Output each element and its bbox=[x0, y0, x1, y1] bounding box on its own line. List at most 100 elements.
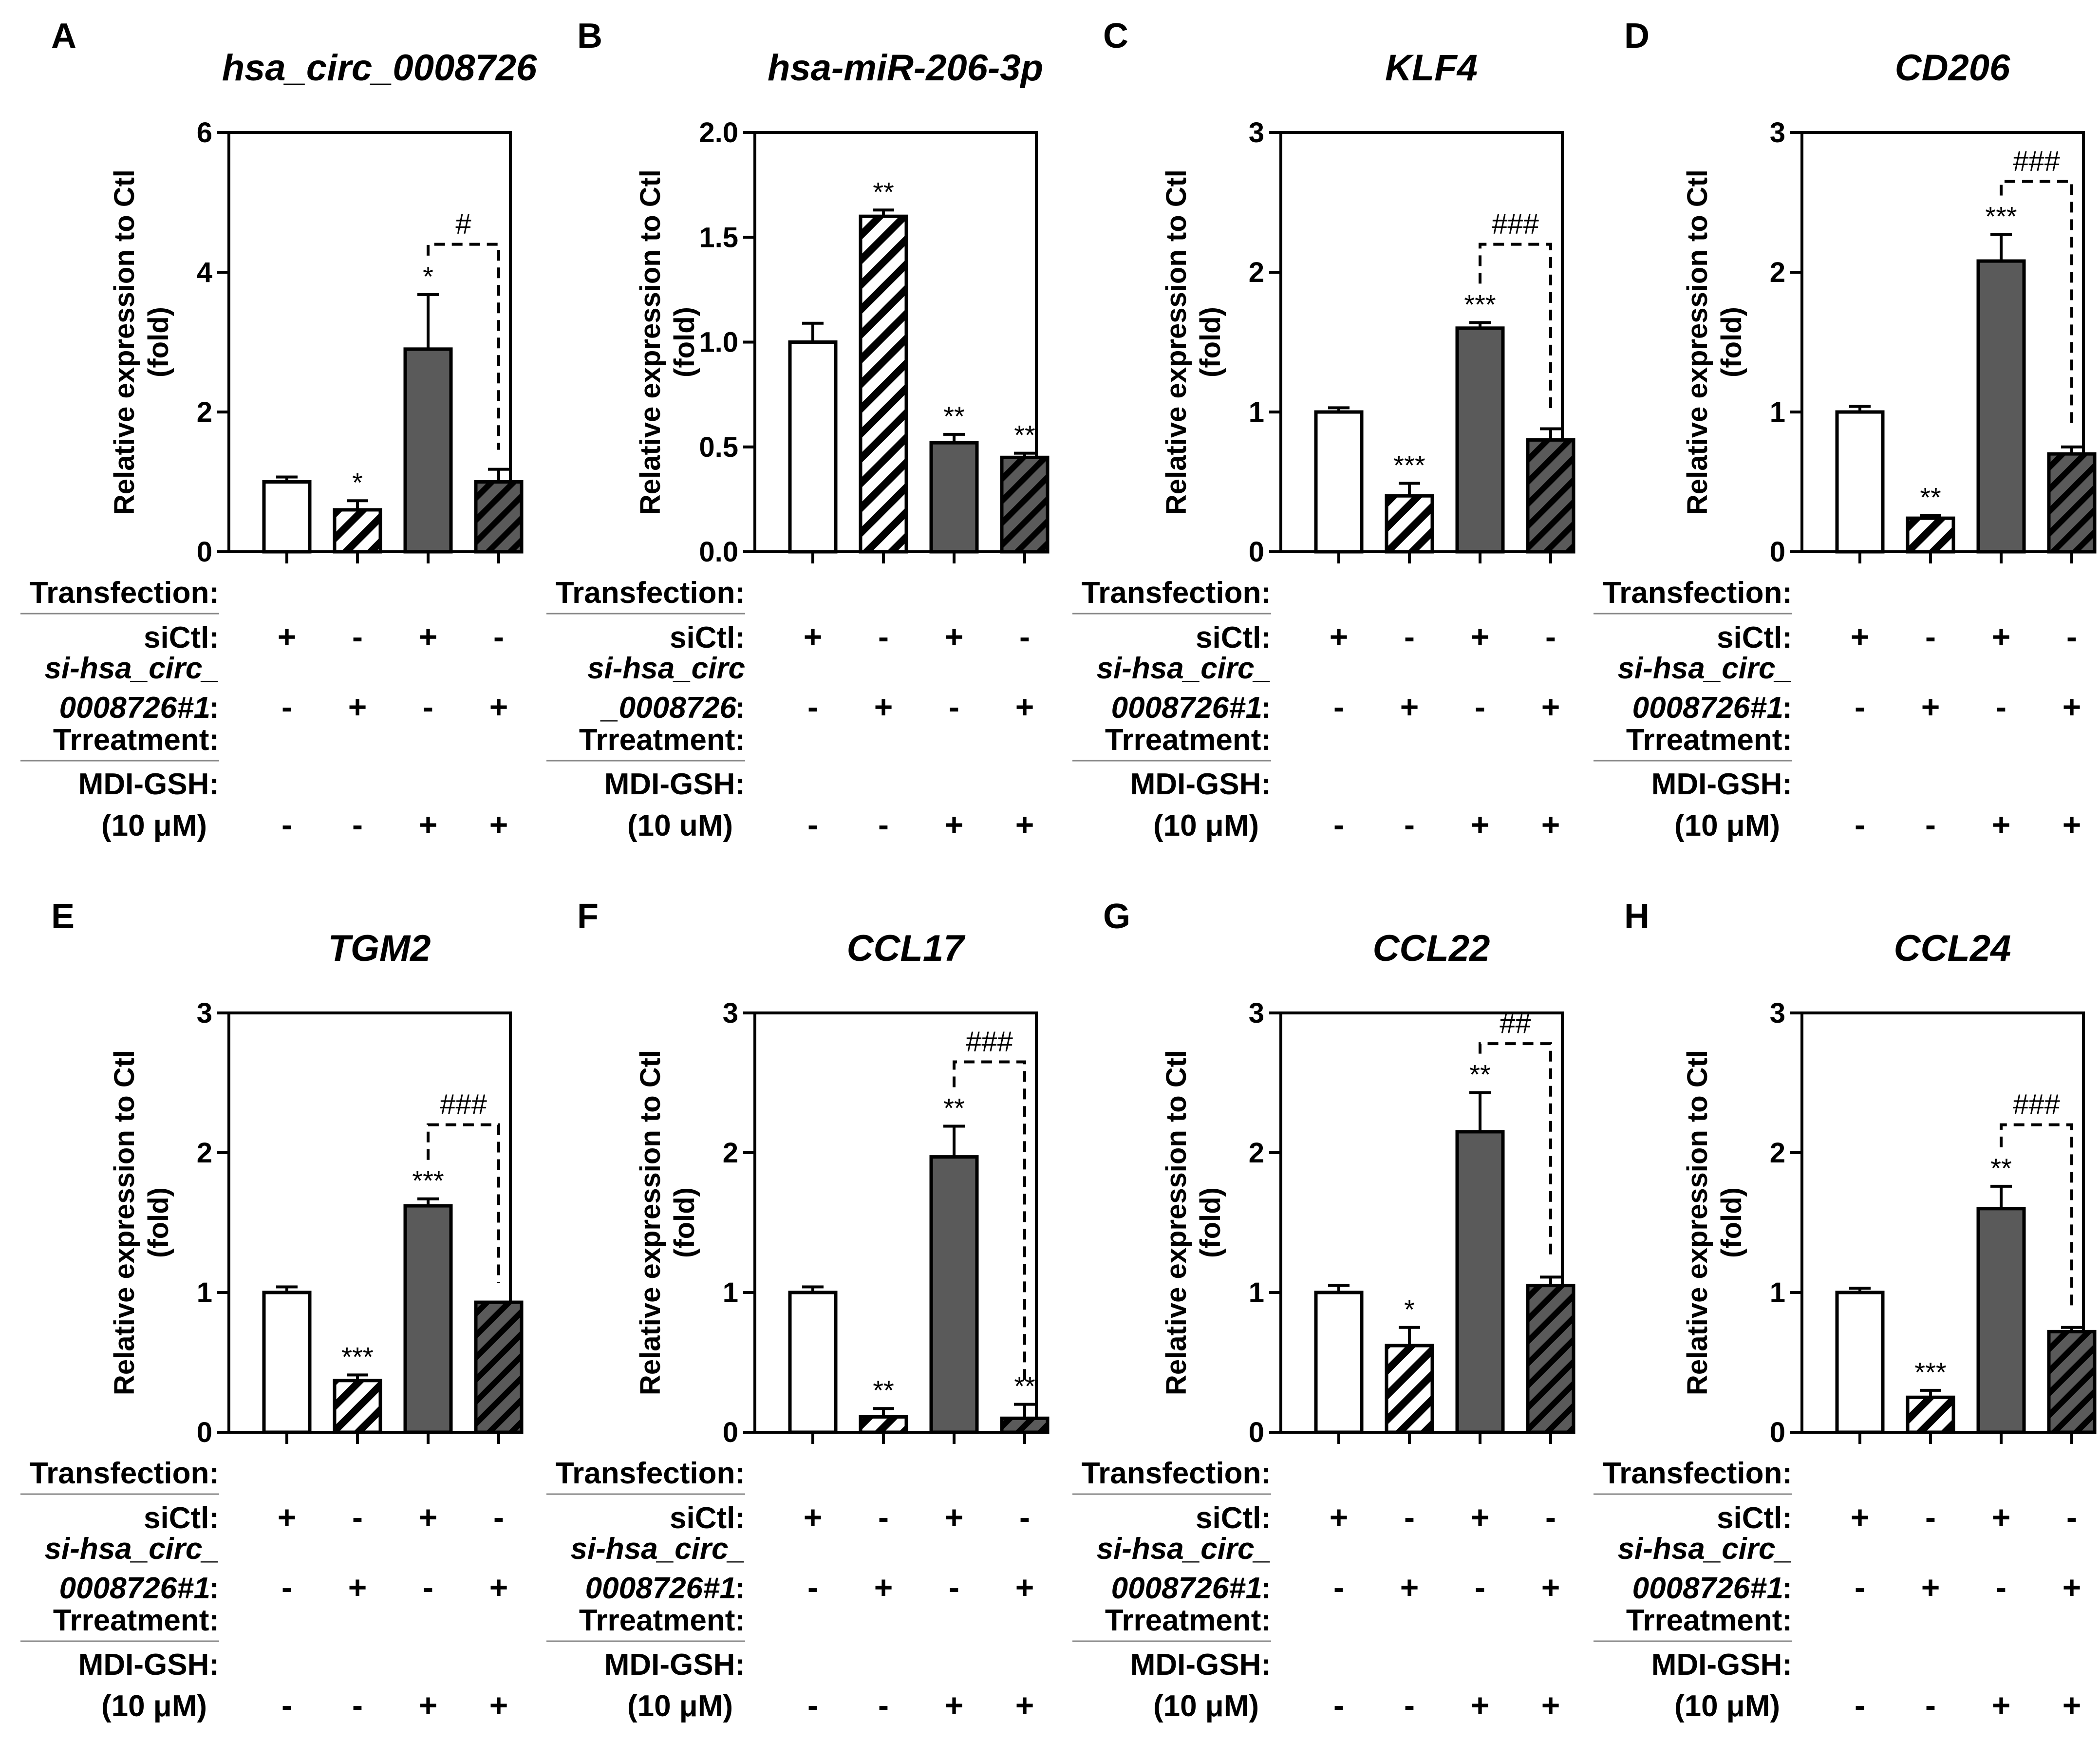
y-tick-label: 0 bbox=[1770, 1417, 1785, 1448]
y-tick-label: 1 bbox=[197, 1277, 212, 1309]
table-mark: + bbox=[1015, 806, 1034, 843]
table-sictl-label: siCtl: bbox=[670, 1501, 745, 1535]
panel-letter: G bbox=[1103, 897, 1130, 936]
chart-title: KLF4 bbox=[1385, 47, 1478, 89]
bar bbox=[929, 1155, 979, 1434]
bar bbox=[333, 508, 382, 554]
table-mark: + bbox=[1541, 689, 1560, 725]
table-sirna-colon: : bbox=[735, 1572, 745, 1605]
table-dose-label: (10 μM) bbox=[101, 1689, 207, 1723]
bar bbox=[262, 480, 312, 554]
table-mark: - bbox=[493, 618, 504, 655]
table-sirna-label-line1: si-hsa_circ_ bbox=[1618, 652, 1792, 685]
y-tick-label: 0.0 bbox=[699, 536, 738, 568]
table-transfection-label: Transfection: bbox=[1603, 1457, 1792, 1490]
table-drug-label: MDI-GSH: bbox=[604, 1648, 745, 1682]
y-tick-label: 6 bbox=[197, 117, 212, 149]
comparison-bracket bbox=[953, 1060, 1026, 1385]
panel-g: G CCL22 Relative expression to Ctl (fold) 0 1… bbox=[1072, 897, 1575, 1723]
y-tick-label: 0.5 bbox=[699, 431, 738, 463]
table-dose-label: (10 μM) bbox=[1674, 809, 1780, 843]
table-mark: + bbox=[1015, 1569, 1034, 1605]
comparison-label: ### bbox=[966, 1026, 1013, 1057]
table-mark: + bbox=[1992, 618, 2011, 655]
significance-label: *** bbox=[412, 1165, 444, 1196]
chart-title: CCL22 bbox=[1373, 928, 1490, 969]
table-sirna-colon: : bbox=[209, 1572, 219, 1605]
comparison-label: ### bbox=[1492, 208, 1539, 240]
table-mark: + bbox=[804, 618, 823, 655]
significance-label: *** bbox=[1393, 449, 1425, 480]
y-axis-label: Relative expression to Ctl bbox=[1682, 1050, 1713, 1395]
table-sirna-label-line1: si-hsa_circ_ bbox=[45, 652, 219, 685]
table-transfection-label: Transfection: bbox=[1603, 576, 1792, 610]
bar bbox=[859, 1415, 908, 1434]
bar bbox=[1976, 259, 2026, 554]
table-sirna-label-line1: si-hsa_circ_ bbox=[45, 1532, 219, 1566]
bar bbox=[929, 441, 979, 554]
panel-letter: F bbox=[577, 897, 599, 936]
table-mark: - bbox=[878, 1687, 889, 1723]
table-mark: - bbox=[1404, 1499, 1415, 1535]
bar bbox=[788, 1291, 838, 1434]
comparison-label: ### bbox=[440, 1089, 487, 1121]
significance-label: *** bbox=[1985, 201, 2017, 232]
table-mark: + bbox=[1015, 1687, 1034, 1723]
bar bbox=[1314, 410, 1364, 554]
panel-letter: E bbox=[51, 897, 75, 936]
y-tick-label: 0 bbox=[1249, 1417, 1264, 1448]
comparison-bracket bbox=[1479, 1042, 1552, 1258]
table-sirna-label-line2: 0008726#1 bbox=[585, 1572, 736, 1605]
table-mark: + bbox=[419, 618, 438, 655]
bar bbox=[1526, 438, 1575, 554]
comparison-label: ## bbox=[1500, 1008, 1531, 1039]
table-mark: + bbox=[1921, 1569, 1940, 1605]
table-sictl-label: siCtl: bbox=[1717, 1501, 1792, 1535]
comparison-bracket bbox=[2000, 180, 2073, 428]
y-axis-label-unit: (fold) bbox=[143, 1187, 174, 1258]
y-tick-label: 2 bbox=[1770, 257, 1785, 288]
table-mark: + bbox=[489, 1687, 508, 1723]
table-mark: + bbox=[2062, 689, 2081, 725]
table-mark: - bbox=[281, 1687, 292, 1723]
table-treatment-label: Trreatment: bbox=[1105, 1604, 1271, 1637]
table-sirna-label-line2: 0008726#1 bbox=[59, 691, 210, 725]
table-mark: + bbox=[1992, 1687, 2011, 1723]
significance-label: *** bbox=[1464, 289, 1496, 319]
table-treatment-label: Trreatment: bbox=[53, 1604, 219, 1637]
bar bbox=[1000, 1416, 1050, 1434]
table-dose-label: (10 μM) bbox=[1153, 809, 1259, 843]
table-sirna-label-line2: 0008726#1 bbox=[59, 1572, 210, 1605]
bar bbox=[2047, 452, 2097, 554]
table-sirna-label-line1: si-hsa_circ_ bbox=[1618, 1532, 1792, 1566]
comparison-bracket bbox=[2000, 1123, 2073, 1308]
table-drug-label: MDI-GSH: bbox=[78, 1648, 219, 1682]
comparison-bracket bbox=[427, 243, 500, 450]
bar bbox=[1835, 410, 1885, 554]
table-dose-label: (10 μM) bbox=[101, 809, 207, 843]
comparison-label: ### bbox=[2013, 145, 2060, 177]
table-mark: - bbox=[1925, 618, 1936, 655]
table-transfection-label: Transfection: bbox=[1082, 576, 1271, 610]
table-mark: - bbox=[1475, 1569, 1485, 1605]
panel-letter: B bbox=[577, 17, 602, 56]
table-mark: + bbox=[1851, 618, 1870, 655]
panel-f: F CCL17 Relative expression to Ctl (fold) 0 1… bbox=[546, 897, 1050, 1723]
table-mark: - bbox=[352, 618, 363, 655]
table-mark: - bbox=[493, 1499, 504, 1535]
comparison-bracket bbox=[1479, 243, 1552, 410]
table-mark: - bbox=[949, 689, 959, 725]
y-tick-label: 3 bbox=[1249, 117, 1264, 149]
table-mark: - bbox=[352, 806, 363, 843]
significance-label: ** bbox=[873, 1375, 894, 1405]
table-sirna-label-line1: si-hsa_circ_ bbox=[571, 1532, 745, 1566]
table-mark: + bbox=[1471, 618, 1490, 655]
y-axis-label: Relative expression to Ctl bbox=[635, 169, 666, 515]
table-sictl-label: siCtl: bbox=[670, 621, 745, 655]
y-axis-label: Relative expression to Ctl bbox=[1161, 1050, 1192, 1395]
chart-title: CCL24 bbox=[1894, 928, 2011, 969]
table-mark: + bbox=[1330, 618, 1349, 655]
bar bbox=[1526, 1284, 1575, 1434]
table-mark: - bbox=[281, 806, 292, 843]
panel-c: C KLF4 Relative expression to Ctl (fold) 0 1 2… bbox=[1072, 17, 1575, 843]
